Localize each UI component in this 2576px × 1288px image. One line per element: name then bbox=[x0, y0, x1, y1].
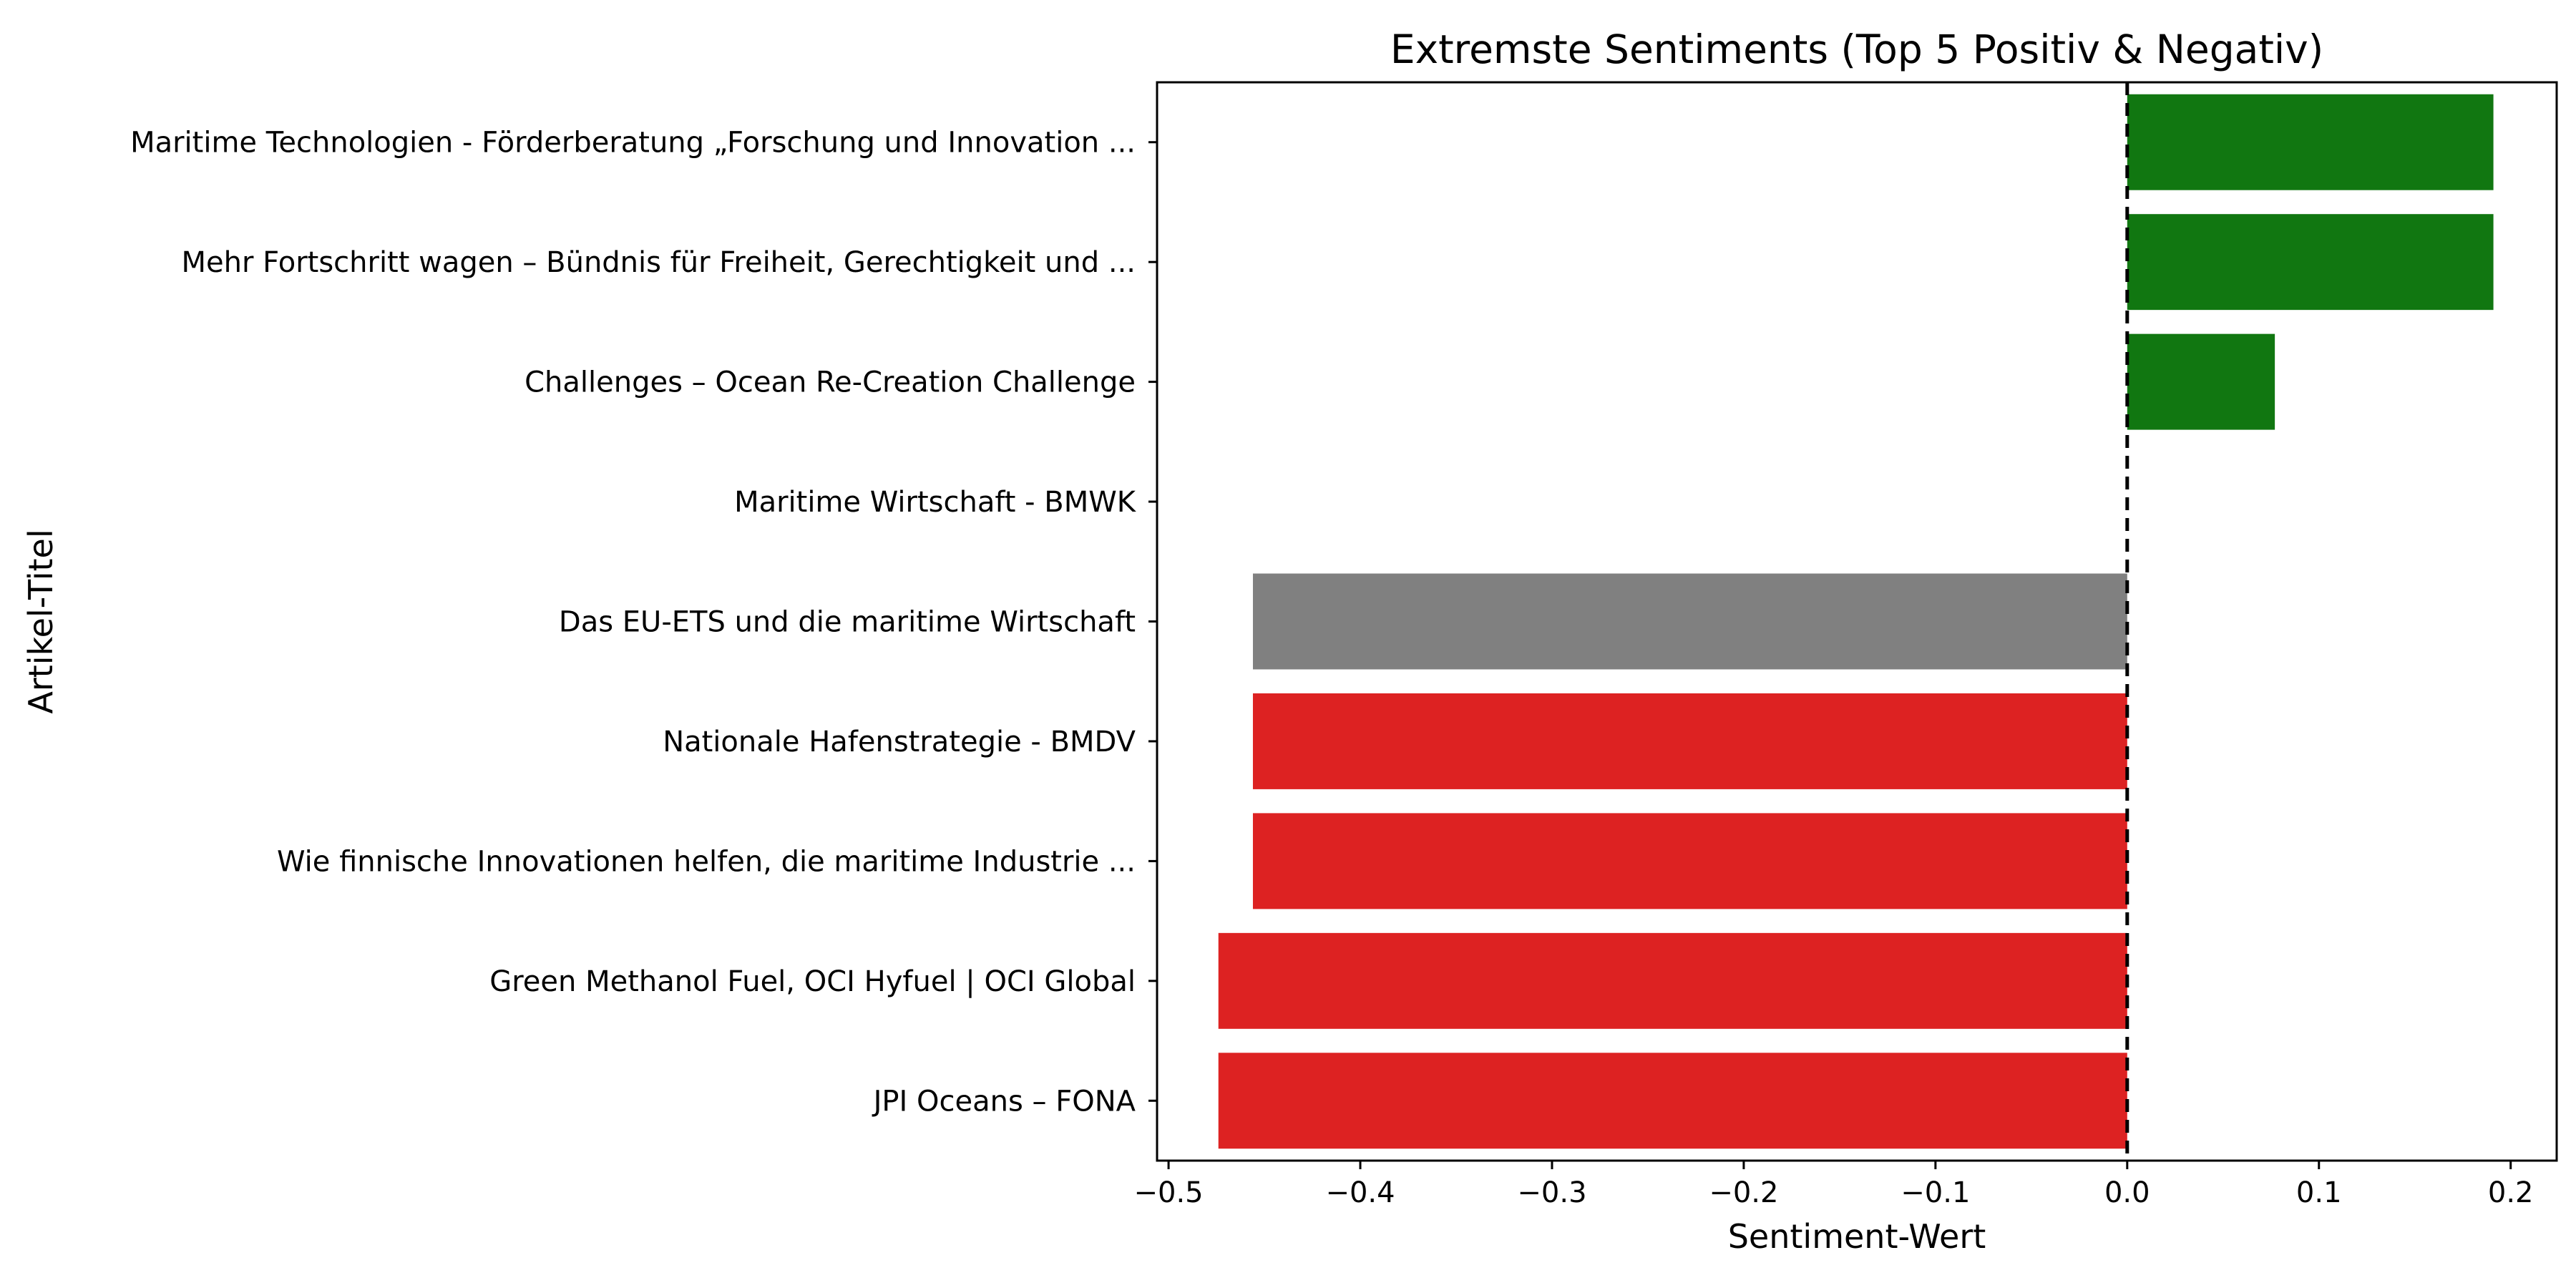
x-tick-label: −0.3 bbox=[1517, 1176, 1586, 1209]
category-label: Challenges – Ocean Re-Creation Challenge bbox=[525, 366, 1136, 399]
category-label: Mehr Fortschritt wagen – Bündnis für Fre… bbox=[182, 246, 1136, 279]
category-label: Wie finnische Innovationen helfen, die m… bbox=[277, 845, 1136, 878]
x-axis-ticks: −0.5 −0.4 −0.3 −0.2 −0.1 0.0 0.1 0.2 bbox=[1134, 1161, 2534, 1209]
x-tick-label: −0.5 bbox=[1134, 1176, 1204, 1209]
bar-3 bbox=[2127, 333, 2275, 430]
x-tick-label: −0.4 bbox=[1325, 1176, 1395, 1209]
bar-8 bbox=[1218, 932, 2127, 1029]
x-tick-label: 0.1 bbox=[2296, 1176, 2342, 1209]
bar-6 bbox=[1252, 693, 2127, 789]
bars-group bbox=[1218, 94, 2494, 1149]
category-label: Nationale Hafenstrategie - BMDV bbox=[663, 726, 1136, 758]
category-label: Das EU-ETS und die maritime Wirtschaft bbox=[559, 606, 1136, 639]
x-tick-label: 0.2 bbox=[2488, 1176, 2534, 1209]
x-tick-label: 0.0 bbox=[2104, 1176, 2150, 1209]
category-label: Maritime Technologien - Förderberatung „… bbox=[130, 127, 1136, 160]
bar-7 bbox=[1252, 813, 2127, 909]
y-axis-title: Artikel-Titel bbox=[21, 529, 60, 713]
bar-1 bbox=[2127, 94, 2494, 190]
chart-title: Extremste Sentiments (Top 5 Positiv & Ne… bbox=[1390, 26, 2323, 72]
bar-5 bbox=[1252, 573, 2127, 670]
category-label: Green Methanol Fuel, OCI Hyfuel | OCI Gl… bbox=[489, 965, 1136, 998]
x-tick-label: −0.2 bbox=[1709, 1176, 1778, 1209]
x-axis-title: Sentiment-Wert bbox=[1728, 1217, 1986, 1256]
bar-9 bbox=[1218, 1053, 2127, 1149]
category-label: Maritime Wirtschaft - BMWK bbox=[734, 486, 1137, 519]
bar-2 bbox=[2127, 214, 2494, 311]
y-axis-ticks: Maritime Technologien - Förderberatung „… bbox=[130, 127, 1157, 1118]
category-label: JPI Oceans – FONA bbox=[872, 1085, 1136, 1118]
x-tick-label: −0.1 bbox=[1901, 1176, 1970, 1209]
